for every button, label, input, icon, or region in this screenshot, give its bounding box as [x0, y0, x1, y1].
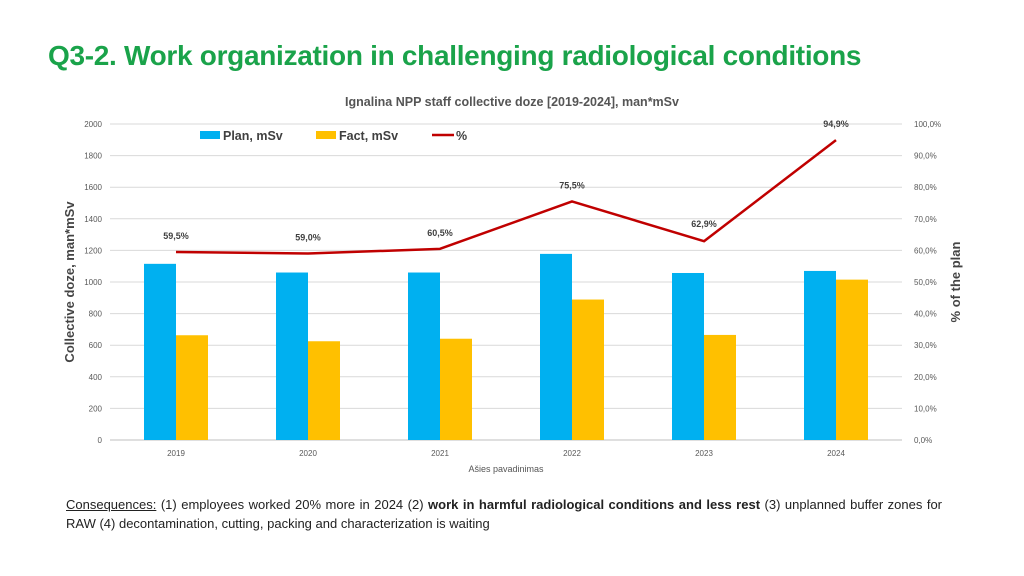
slide-title: Q3-2. Work organization in challenging r… — [48, 40, 862, 71]
percent-data-label: 59,0% — [295, 233, 321, 243]
y2-tick-label: 80,0% — [914, 183, 937, 192]
percent-data-label: 59,5% — [163, 231, 189, 241]
y-tick-label: 1000 — [84, 278, 102, 287]
bar-fact-2023 — [704, 334, 736, 440]
bar-fact-2022 — [572, 299, 604, 440]
y2-tick-label: 20,0% — [914, 373, 937, 382]
x-tick-label: 2023 — [695, 449, 713, 458]
y2-tick-label: 100,0% — [914, 120, 941, 129]
combo-chart: Ignalina NPP staff collective doze [2019… — [62, 95, 963, 474]
x-axis-label: Ašies pavadinimas — [468, 464, 544, 474]
y-axis-label: Collective doze, man*mSv — [62, 201, 77, 363]
x-tick-label: 2021 — [431, 449, 449, 458]
y-tick-label: 200 — [89, 404, 103, 413]
bar-plan-2020 — [276, 272, 308, 440]
x-tick-label: 2020 — [299, 449, 317, 458]
percent-data-label: 60,5% — [427, 228, 453, 238]
legend-label: Fact, mSv — [339, 129, 398, 143]
legend-label: % — [456, 129, 467, 143]
y-tick-label: 600 — [89, 341, 103, 350]
x-tick-label: 2019 — [167, 449, 185, 458]
y-tick-label: 400 — [89, 373, 103, 382]
y-tick-label: 1800 — [84, 152, 102, 161]
y-tick-label: 1200 — [84, 246, 102, 255]
bar-fact-2021 — [440, 338, 472, 440]
consequences-bold: work in harmful radiological conditions … — [428, 497, 761, 512]
y-tick-label: 800 — [89, 310, 103, 319]
y2-tick-label: 50,0% — [914, 278, 937, 287]
y-tick-label: 0 — [98, 436, 103, 445]
percent-line-path — [175, 139, 837, 255]
y-tick-label: 2000 — [84, 120, 102, 129]
legend-swatch — [200, 131, 220, 139]
y2-tick-label: 90,0% — [914, 152, 937, 161]
bar-fact-2020 — [308, 341, 340, 440]
bar-plan-2024 — [804, 270, 836, 440]
bar-plan-2023 — [672, 272, 704, 440]
percent-data-label: 75,5% — [559, 180, 585, 190]
y2-tick-label: 30,0% — [914, 341, 937, 350]
percent-data-label: 62,9% — [691, 219, 717, 229]
gridlines — [110, 123, 902, 441]
x-tick-label: 2024 — [827, 449, 845, 458]
y2-tick-label: 70,0% — [914, 215, 937, 224]
consequences-text: Consequences: (1) employees worked 20% m… — [66, 495, 942, 533]
y2-tick-label: 40,0% — [914, 310, 937, 319]
y2-tick-label: 60,0% — [914, 246, 937, 255]
y2-axis-label: % of the plan — [948, 241, 963, 322]
consequences-part1: (1) employees worked 20% more in 2024 (2… — [156, 497, 429, 512]
consequences-part2: (3) unplanned buffer zones for RAW (4) d… — [66, 497, 942, 531]
axes: 0 200 400 600 800 1000 1200 1400 1600 1800 2000 0,0… — [84, 120, 941, 458]
chart-title: Ignalina NPP staff collective doze [2019… — [345, 95, 679, 109]
bars — [144, 253, 868, 440]
bar-plan-2019 — [144, 263, 176, 440]
legend: Plan, mSv Fact, mSv% — [200, 129, 467, 143]
x-tick-label: 2022 — [563, 449, 581, 458]
legend-label: Plan, mSv — [223, 129, 283, 143]
bar-plan-2021 — [408, 272, 440, 440]
y2-tick-label: 10,0% — [914, 404, 937, 413]
consequences-label: Consequences: — [66, 497, 157, 512]
y2-tick-label: 0,0% — [914, 436, 932, 445]
y-tick-label: 1600 — [84, 183, 102, 192]
percent-line: 59,5% 59,0% 60,5% 75,5% 62,9% 94,9% — [163, 119, 849, 255]
bar-plan-2022 — [540, 253, 572, 440]
y-tick-label: 1400 — [84, 215, 102, 224]
percent-data-label: 94,9% — [823, 119, 849, 129]
bar-fact-2024 — [836, 279, 868, 440]
legend-swatch — [316, 131, 336, 139]
bar-fact-2019 — [176, 335, 208, 440]
